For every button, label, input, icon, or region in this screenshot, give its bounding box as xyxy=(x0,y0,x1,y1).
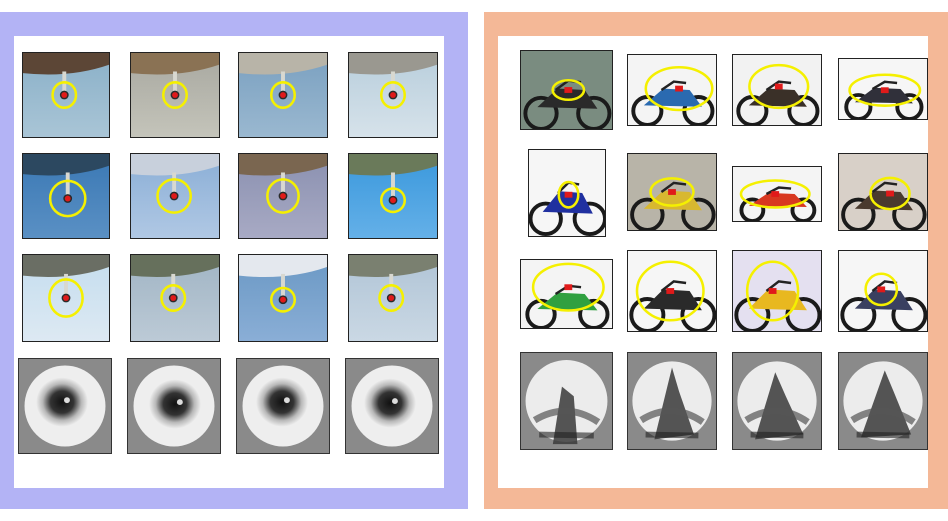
motorbike-exemplar-image xyxy=(627,250,717,332)
motorbike-part-filter xyxy=(838,352,928,450)
airplane-exemplar-image xyxy=(22,52,110,138)
motorbike-exemplar-image xyxy=(732,166,822,222)
motorbike-panel xyxy=(484,12,948,509)
airplane-exemplar-image xyxy=(130,153,220,239)
motorbike-exemplar-image xyxy=(838,153,928,231)
airplane-exemplar-image xyxy=(348,153,438,239)
motorbike-exemplar-image xyxy=(627,153,717,231)
motorbike-exemplar-image xyxy=(520,50,613,130)
airplane-exemplar-image xyxy=(130,254,220,342)
airplane-exemplar-image xyxy=(22,254,110,342)
motorbike-part-filter xyxy=(732,352,822,450)
motorbike-exemplar-image xyxy=(520,259,613,329)
airplane-exemplar-image xyxy=(238,254,328,342)
airplane-panel xyxy=(0,12,468,509)
motorbike-exemplar-image xyxy=(732,250,822,332)
airplane-part-filter xyxy=(18,358,112,454)
motorbike-exemplar-image xyxy=(838,58,928,120)
airplane-exemplar-image xyxy=(130,52,220,138)
airplane-part-filter xyxy=(345,358,439,454)
airplane-exemplar-image xyxy=(238,52,328,138)
motorbike-exemplar-image xyxy=(838,250,928,332)
motorbike-exemplar-image xyxy=(627,54,717,126)
airplane-exemplar-image xyxy=(348,254,438,342)
airplane-exemplar-image xyxy=(238,153,328,239)
motorbike-part-filter xyxy=(627,352,717,450)
motorbike-exemplar-image xyxy=(732,54,822,126)
airplane-part-filter xyxy=(236,358,330,454)
airplane-part-filter xyxy=(127,358,221,454)
motorbike-part-filter xyxy=(520,352,613,450)
airplane-exemplar-image xyxy=(348,52,438,138)
motorbike-exemplar-image xyxy=(528,149,606,237)
airplane-exemplar-image xyxy=(22,153,110,239)
